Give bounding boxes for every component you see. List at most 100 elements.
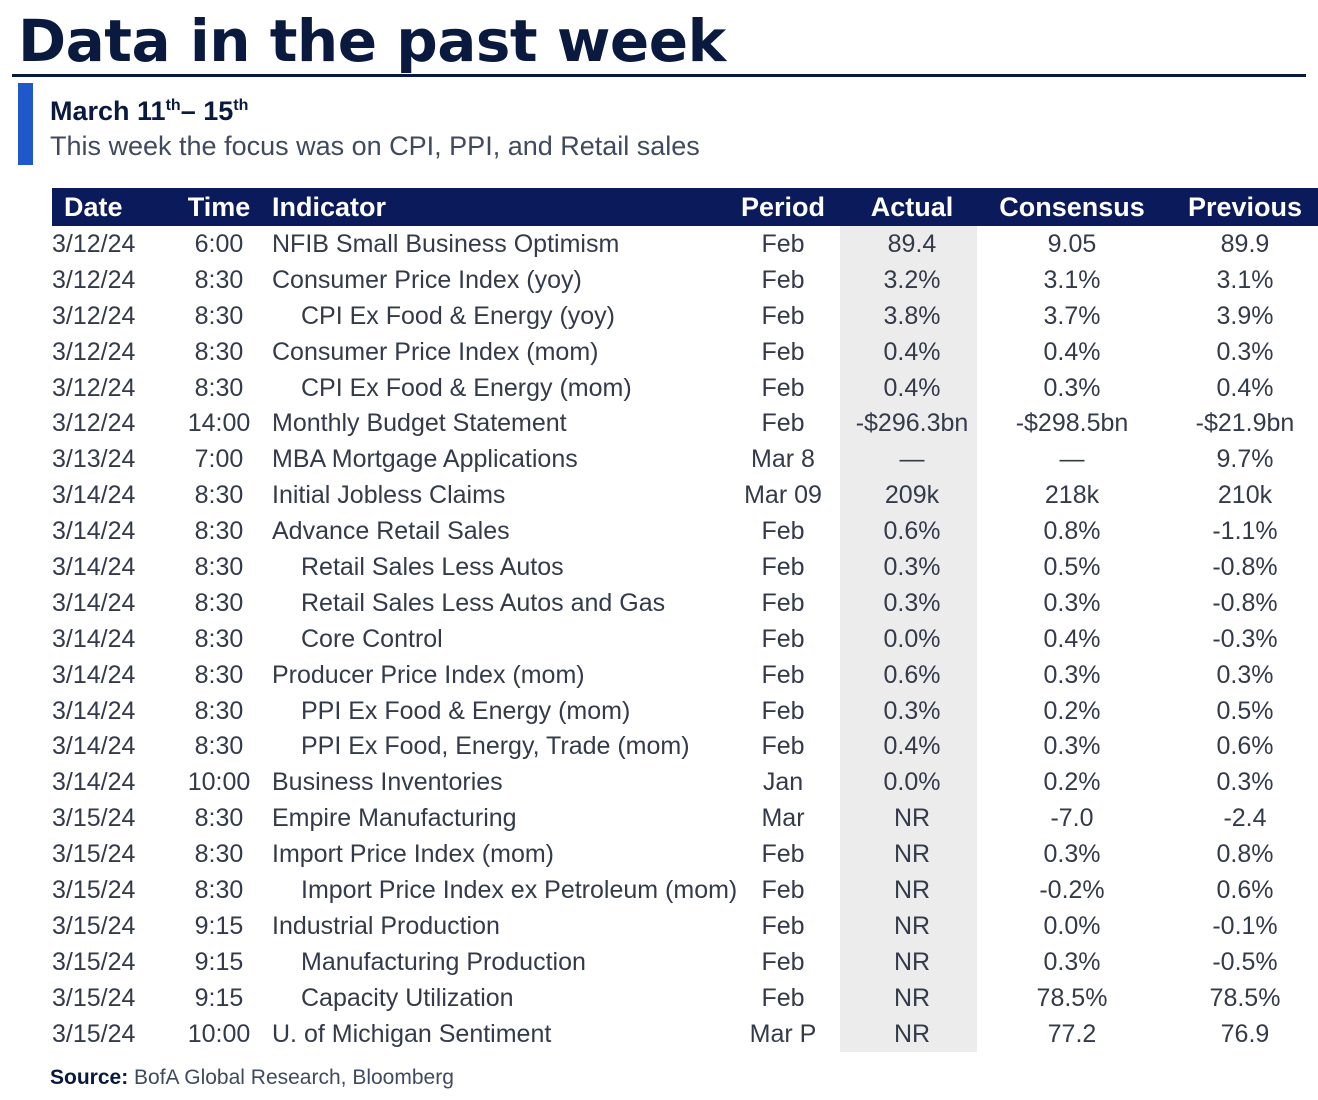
- cell-time: 8:30: [194, 337, 244, 366]
- table-row: 3/15/24 10:00 U. of Michigan Sentiment Mar …: [52, 1016, 1318, 1052]
- cell-date: 3/12/24: [52, 409, 136, 438]
- cell-consensus: 77.2: [1047, 1019, 1097, 1048]
- cell-previous: 3.9%: [1216, 301, 1274, 330]
- cell-time: 9:15: [194, 983, 244, 1012]
- table-body: 3/12/24 6:00 NFIB Small Business Optimism F…: [52, 226, 1318, 1051]
- source-note: Source: BofA Global Research, Bloomberg: [50, 1066, 454, 1090]
- cell-previous: 0.3%: [1216, 660, 1274, 689]
- cell-indicator: Advance Retail Sales: [272, 517, 510, 546]
- cell-period: Feb: [761, 373, 805, 402]
- cell-indicator: CPI Ex Food & Energy (mom): [301, 373, 632, 402]
- cell-consensus: 0.4%: [1043, 337, 1101, 366]
- cell-time: 8:30: [194, 660, 244, 689]
- cell-time: 8:30: [194, 875, 244, 904]
- cell-date: 3/13/24: [52, 445, 136, 474]
- cell-period: Feb: [761, 624, 805, 653]
- cell-date: 3/12/24: [52, 301, 136, 330]
- cell-indicator: CPI Ex Food & Energy (yoy): [301, 301, 616, 330]
- cell-consensus: 0.3%: [1043, 840, 1101, 869]
- table-row: 3/12/24 8:30 CPI Ex Food & Energy (mom) Feb…: [52, 370, 1318, 406]
- cell-date: 3/12/24: [52, 229, 136, 258]
- cell-date: 3/15/24: [52, 983, 136, 1012]
- table-row: 3/14/24 8:30 PPI Ex Food, Energy, Trade (m…: [52, 728, 1318, 764]
- cell-consensus: 0.3%: [1043, 588, 1101, 617]
- cell-period: Feb: [761, 552, 805, 581]
- cell-indicator: Industrial Production: [272, 911, 500, 940]
- col-header-indicator: Indicator: [268, 188, 722, 226]
- cell-indicator: Consumer Price Index (yoy): [272, 265, 582, 294]
- cell-indicator: Import Price Index (mom): [272, 840, 555, 869]
- cell-date: 3/14/24: [52, 624, 136, 653]
- cell-indicator: Retail Sales Less Autos: [301, 552, 564, 581]
- cell-actual: NR: [893, 804, 931, 833]
- cell-previous: 9.7%: [1216, 445, 1274, 474]
- cell-time: 8:30: [194, 552, 244, 581]
- cell-actual: NR: [893, 911, 931, 940]
- cell-time: 8:30: [194, 804, 244, 833]
- week-range: March 11th– 15th: [50, 88, 248, 129]
- cell-period: Feb: [761, 229, 805, 258]
- table-row: 3/14/24 8:30 Retail Sales Less Autos Feb 0.3…: [52, 549, 1318, 585]
- cell-previous: 0.6%: [1216, 732, 1274, 761]
- cell-period: Feb: [761, 840, 805, 869]
- cell-actual: 0.4%: [883, 732, 941, 761]
- week-end-suffix: th: [233, 97, 249, 114]
- cell-consensus: 9.05: [1047, 229, 1097, 258]
- table-row: 3/14/24 10:00 Business Inventories Jan 0.0% 0…: [52, 764, 1318, 800]
- cell-consensus: 0.3%: [1043, 373, 1101, 402]
- cell-date: 3/14/24: [52, 481, 136, 510]
- cell-period: Feb: [761, 947, 805, 976]
- cell-time: 8:30: [194, 696, 244, 725]
- cell-consensus: -0.2%: [1039, 875, 1105, 904]
- table-row: 3/14/24 8:30 Initial Jobless Claims Mar 09 2…: [52, 477, 1318, 513]
- cell-consensus: 0.2%: [1043, 768, 1101, 797]
- table-row: 3/12/24 14:00 Monthly Budget Statement Feb -…: [52, 405, 1318, 441]
- cell-actual: 0.3%: [883, 696, 941, 725]
- cell-previous: 3.1%: [1216, 265, 1274, 294]
- cell-actual: NR: [893, 947, 931, 976]
- cell-indicator: Business Inventories: [272, 768, 503, 797]
- title-divider: [12, 74, 1306, 77]
- cell-consensus: 218k: [1044, 481, 1100, 510]
- cell-period: Feb: [761, 337, 805, 366]
- cell-period: Feb: [761, 983, 805, 1012]
- table-row: 3/14/24 8:30 Retail Sales Less Autos and G…: [52, 585, 1318, 621]
- cell-indicator: Core Control: [301, 624, 443, 653]
- cell-date: 3/15/24: [52, 911, 136, 940]
- cell-consensus: 0.0%: [1043, 911, 1101, 940]
- table-row: 3/15/24 8:30 Import Price Index (mom) Feb NR…: [52, 836, 1318, 872]
- cell-actual: 3.2%: [883, 265, 941, 294]
- cell-date: 3/14/24: [52, 696, 136, 725]
- cell-date: 3/12/24: [52, 265, 136, 294]
- cell-consensus: 0.5%: [1043, 552, 1101, 581]
- cell-previous: 0.6%: [1216, 875, 1274, 904]
- cell-actual: 0.3%: [883, 552, 941, 581]
- cell-consensus: 3.1%: [1043, 265, 1101, 294]
- cell-previous: 210k: [1217, 481, 1273, 510]
- cell-consensus: -$298.5bn: [1015, 409, 1129, 438]
- table-row: 3/14/24 8:30 Core Control Feb 0.0% 0.4% -0.3%: [52, 621, 1318, 657]
- table-row: 3/15/24 8:30 Import Price Index ex Petrole…: [52, 872, 1318, 908]
- cell-indicator: Monthly Budget Statement: [272, 409, 567, 438]
- cell-period: Feb: [761, 409, 805, 438]
- cell-time: 8:30: [194, 624, 244, 653]
- cell-date: 3/15/24: [52, 875, 136, 904]
- cell-previous: -0.1%: [1212, 911, 1278, 940]
- cell-period: Feb: [761, 301, 805, 330]
- table-row: 3/15/24 9:15 Industrial Production Feb NR 0.0…: [52, 908, 1318, 944]
- table-row: 3/12/24 8:30 Consumer Price Index (mom) Feb…: [52, 334, 1318, 370]
- cell-previous: 0.3%: [1216, 337, 1274, 366]
- cell-actual: —: [899, 445, 925, 474]
- col-header-date: Date: [52, 188, 170, 226]
- cell-indicator: U. of Michigan Sentiment: [272, 1019, 552, 1048]
- cell-actual: 0.6%: [883, 660, 941, 689]
- cell-previous: -0.8%: [1212, 588, 1278, 617]
- cell-previous: 78.5%: [1209, 983, 1281, 1012]
- cell-actual: 0.0%: [883, 624, 941, 653]
- cell-consensus: 0.4%: [1043, 624, 1101, 653]
- cell-consensus: —: [1059, 445, 1085, 474]
- cell-time: 10:00: [187, 768, 251, 797]
- cell-previous: -0.3%: [1212, 624, 1278, 653]
- table-row: 3/15/24 8:30 Empire Manufacturing Mar NR -7.0…: [52, 800, 1318, 836]
- table-row: 3/13/24 7:00 MBA Mortgage Applications Mar …: [52, 441, 1318, 477]
